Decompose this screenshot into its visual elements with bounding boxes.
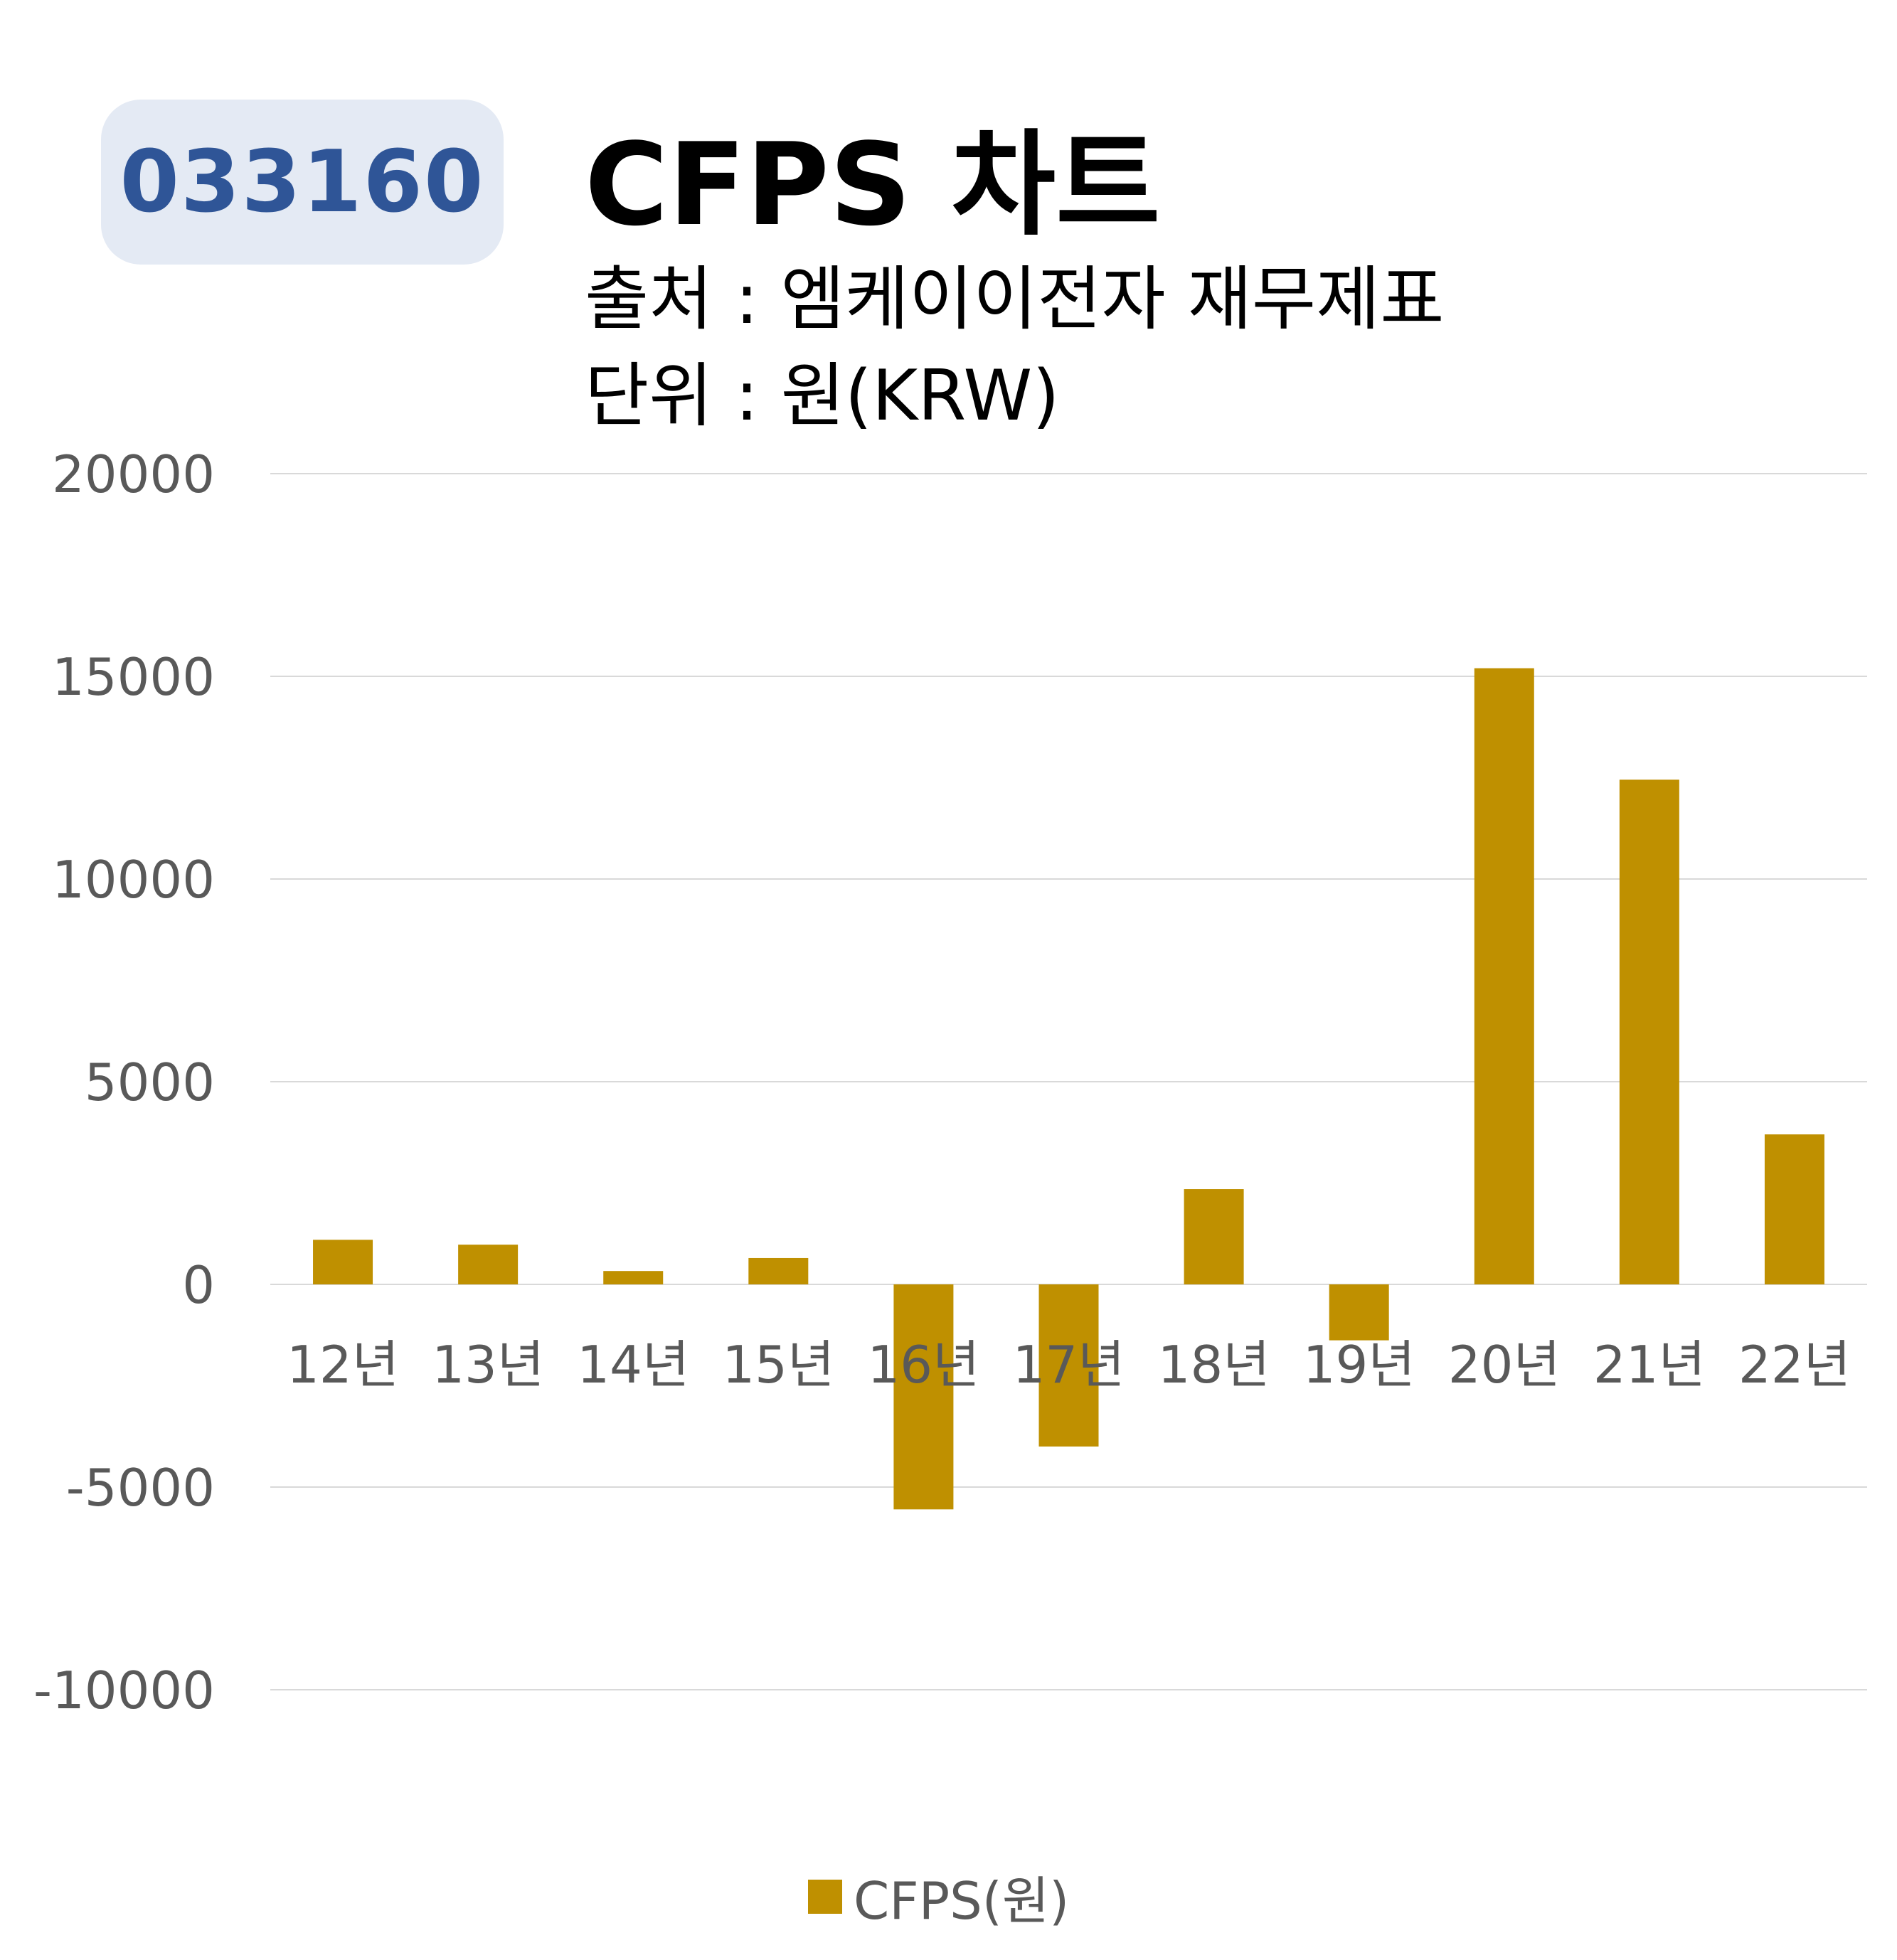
chart-unit: 단위 : 원(KRW) bbox=[585, 356, 1060, 437]
x-tick-label: 18년 bbox=[1158, 1335, 1270, 1395]
x-tick-label: 17년 bbox=[1013, 1335, 1125, 1395]
x-tick-label: 14년 bbox=[577, 1335, 689, 1395]
y-tick-label: 10000 bbox=[52, 850, 215, 910]
bar-19년 bbox=[1329, 1284, 1389, 1341]
bar-16년 bbox=[893, 1284, 954, 1510]
legend-swatch bbox=[808, 1879, 842, 1914]
bar-17년 bbox=[1038, 1284, 1099, 1447]
x-tick-label: 16년 bbox=[867, 1335, 979, 1395]
y-tick-label: 0 bbox=[182, 1255, 215, 1315]
x-tick-label: 15년 bbox=[722, 1335, 834, 1395]
y-tick-label: -10000 bbox=[33, 1661, 215, 1720]
x-tick-label: 19년 bbox=[1303, 1335, 1415, 1395]
chart-title: CFPS 차트 bbox=[585, 118, 1161, 251]
x-tick-label: 21년 bbox=[1593, 1335, 1706, 1395]
x-tick-label: 12년 bbox=[287, 1335, 399, 1395]
y-tick-label: 15000 bbox=[52, 647, 215, 707]
bar-12년 bbox=[313, 1240, 373, 1284]
y-tick-label: 5000 bbox=[85, 1053, 215, 1112]
y-tick-label: -5000 bbox=[66, 1458, 215, 1518]
ticker-code: 033160 bbox=[119, 132, 485, 232]
bar-13년 bbox=[458, 1245, 519, 1284]
bar-14년 bbox=[603, 1271, 664, 1284]
bar-20년 bbox=[1474, 668, 1534, 1284]
ticker-badge: 033160 bbox=[101, 100, 504, 265]
x-tick-label: 22년 bbox=[1738, 1335, 1851, 1395]
x-tick-label: 13년 bbox=[432, 1335, 544, 1395]
legend-label: CFPS(원) bbox=[854, 1871, 1070, 1931]
y-tick-label: 20000 bbox=[52, 444, 215, 504]
chart-source: 출처 : 엠케이이전자 재무제표 bbox=[585, 259, 1445, 340]
bar-21년 bbox=[1619, 779, 1679, 1284]
chart-legend: CFPS(원) bbox=[808, 1859, 1069, 1934]
x-tick-label: 20년 bbox=[1448, 1335, 1561, 1395]
bar-15년 bbox=[748, 1257, 809, 1284]
bar-22년 bbox=[1764, 1134, 1824, 1284]
bar-18년 bbox=[1184, 1189, 1244, 1284]
